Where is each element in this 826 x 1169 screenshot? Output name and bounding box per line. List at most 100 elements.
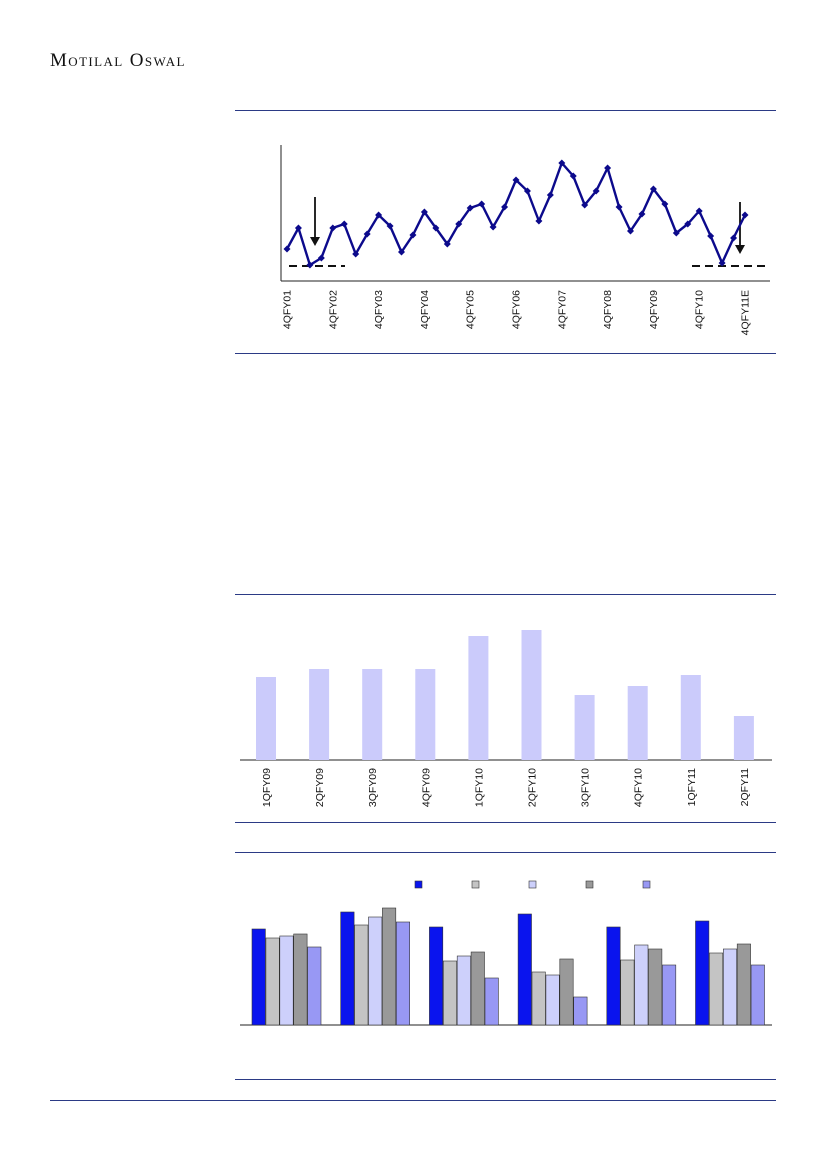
data-point — [684, 220, 692, 228]
bar — [429, 926, 444, 1026]
data-point — [512, 176, 520, 184]
data-point — [604, 164, 612, 172]
bar — [733, 716, 754, 760]
bar — [573, 996, 588, 1026]
data-point — [501, 203, 509, 211]
x-tick-label: 4QFY09 — [420, 768, 432, 807]
x-tick-label: 4QFY10 — [633, 768, 645, 807]
data-point — [535, 217, 543, 225]
data-point — [592, 187, 600, 195]
bar — [627, 686, 648, 760]
data-point — [707, 232, 715, 240]
bar — [484, 977, 499, 1026]
bar — [470, 951, 485, 1026]
data-point — [340, 220, 348, 228]
bar — [531, 971, 546, 1026]
bar — [606, 926, 621, 1026]
data-point — [466, 204, 474, 212]
data-point — [489, 223, 497, 231]
chart3-top-rule — [235, 852, 776, 853]
down-arrow — [735, 245, 745, 254]
data-point — [363, 230, 371, 238]
data-point — [443, 240, 451, 248]
legend-swatch — [642, 880, 651, 889]
bar — [251, 928, 266, 1026]
data-point — [317, 254, 325, 262]
down-arrow — [310, 237, 320, 246]
data-point — [409, 231, 417, 239]
bar — [309, 669, 330, 760]
x-tick-label: 4QFY03 — [373, 290, 385, 329]
brand-logo: Motilal Oswal — [50, 50, 186, 71]
bar — [521, 630, 542, 760]
bar — [279, 935, 294, 1026]
bar — [307, 946, 322, 1026]
bar — [559, 958, 574, 1026]
data-point — [695, 207, 703, 215]
bar — [620, 959, 635, 1026]
x-tick-label: 4QFY04 — [419, 290, 431, 329]
chart3-bottom-rule — [235, 1079, 776, 1080]
bar — [722, 948, 737, 1026]
data-point — [478, 200, 486, 208]
bar — [517, 913, 532, 1026]
data-point — [718, 259, 726, 267]
data-point — [306, 261, 314, 269]
legend-swatch — [528, 880, 537, 889]
data-point — [569, 172, 577, 180]
x-tick-label: 3QFY10 — [580, 768, 592, 807]
x-tick-label: 4QFY07 — [556, 290, 568, 329]
bar — [415, 669, 436, 760]
data-point — [352, 250, 360, 258]
bar — [545, 974, 560, 1026]
data-point — [741, 211, 749, 219]
chart1-top-rule — [235, 110, 776, 111]
legend-swatch — [414, 880, 423, 889]
bar — [680, 675, 701, 760]
data-point — [615, 203, 623, 211]
bar — [395, 921, 410, 1026]
bar — [709, 952, 724, 1026]
legend-swatch — [585, 880, 594, 889]
data-point — [283, 245, 291, 253]
bar — [648, 948, 663, 1026]
x-tick-label: 1QFY10 — [473, 768, 485, 807]
x-tick-label: 4QFY09 — [648, 290, 660, 329]
x-tick-label: 4QFY08 — [602, 290, 614, 329]
chart2-top-rule — [235, 594, 776, 595]
bar — [456, 955, 471, 1026]
data-point — [558, 159, 566, 167]
data-point — [398, 248, 405, 256]
data-point — [649, 185, 657, 193]
bar — [574, 695, 595, 760]
data-point — [546, 191, 554, 199]
data-point — [455, 220, 463, 228]
bar — [265, 937, 280, 1026]
data-point — [523, 187, 531, 195]
x-tick-label: 4QFY10 — [694, 290, 706, 329]
x-tick-label: 2QFY09 — [314, 768, 326, 807]
bar — [293, 933, 308, 1026]
legend-swatch — [471, 880, 480, 889]
chart2-bottom-rule — [235, 822, 776, 823]
data-point — [661, 200, 669, 208]
bar — [382, 907, 397, 1026]
data-point — [294, 224, 302, 232]
bar — [256, 677, 276, 760]
x-tick-label: 4QFY11E — [740, 290, 752, 335]
data-point — [420, 208, 428, 216]
data-point — [730, 234, 738, 242]
data-point — [581, 201, 589, 209]
data-point — [375, 211, 383, 219]
bar — [442, 960, 457, 1026]
x-tick-label: 4QFY01 — [282, 290, 294, 329]
bar — [750, 964, 765, 1026]
x-tick-label: 1QFY11 — [686, 768, 698, 806]
bar — [354, 924, 369, 1026]
bar — [662, 964, 677, 1026]
x-tick-label: 2QFY10 — [527, 768, 539, 807]
bar — [634, 944, 649, 1026]
bar — [340, 911, 355, 1026]
